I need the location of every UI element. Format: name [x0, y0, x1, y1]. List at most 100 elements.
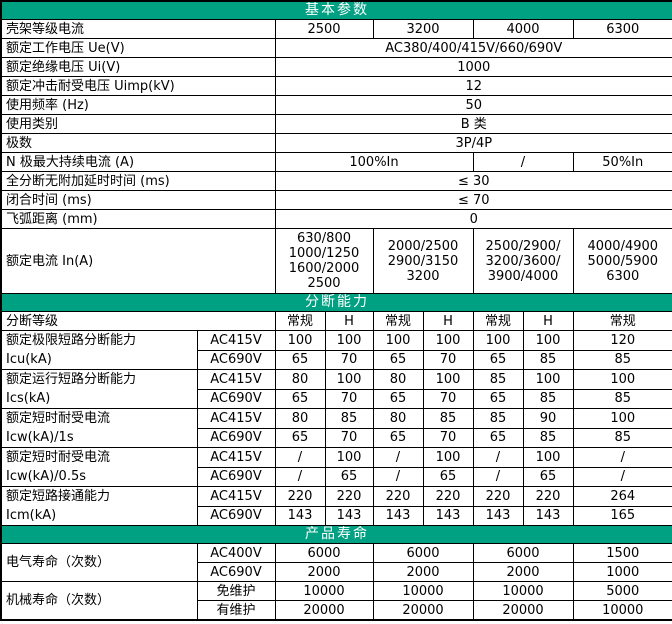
value-cell: 2000	[472, 562, 574, 582]
value-cell: 85	[522, 388, 574, 409]
value-cell: 630/800 1000/1250 1600/2000 2500	[274, 228, 374, 294]
value-cell: 10000	[472, 581, 574, 601]
table-row: 机械寿命（次数） 免维护 10000 10000 10000 5000	[0, 581, 672, 621]
table-row: 使用类别 B 类	[0, 114, 672, 134]
table-row: 额定短路接通能力 Icm(kA) AC415V 220 220 220 220 …	[0, 486, 672, 526]
value-cell: 220	[522, 486, 574, 507]
value-cell: 100	[324, 330, 374, 351]
value-cell: 65	[372, 388, 424, 409]
value-cell: 3P/4P	[274, 133, 672, 153]
value-cell: 100	[422, 330, 474, 351]
value-cell: 1000	[274, 57, 672, 77]
row-label-arc-dist: 飞弧距离 (mm)	[0, 209, 276, 229]
row-label-rated-current: 额定电流 In(A)	[0, 228, 276, 294]
value-cell: AC380/400/415V/660/690V	[274, 38, 672, 58]
row-label-usage-cat: 使用类别	[0, 114, 276, 134]
value-cell: 2000	[274, 562, 374, 582]
section-row-breaking: 分断能力	[1, 293, 672, 312]
value-cell: 220	[324, 486, 374, 507]
value-cell: 1500	[572, 543, 672, 563]
table-row: AC690V / 65 / 65 / 65 /	[1, 466, 672, 487]
value-cell: /	[472, 466, 524, 487]
value-cell: 65	[522, 466, 574, 487]
table-row: 使用频率 (Hz) 50	[0, 95, 672, 115]
grade-header-cell: H	[422, 311, 474, 331]
row-label-electrical-life: 电气寿命（次数）	[0, 543, 198, 582]
value-cell: 70	[422, 427, 474, 448]
value-cell: 100	[422, 369, 474, 390]
value-cell: 12	[274, 76, 672, 96]
value-cell: 2000/2500 2900/3150 3200	[372, 228, 474, 294]
value-cell: 20000	[372, 600, 474, 621]
row-label-icw-05s: 额定短时耐受电流 Icw(kA)/0.5s	[0, 447, 198, 487]
value-cell: 100	[572, 369, 672, 390]
value-cell: 65	[274, 388, 326, 409]
table-row: 飞弧距离 (mm) 0	[0, 209, 672, 229]
value-cell: 65	[372, 427, 424, 448]
value-cell: 65	[324, 466, 374, 487]
value-cell: /	[372, 466, 424, 487]
row-label-ui: 额定绝缘电压 Ui(V)	[0, 57, 276, 77]
value-cell: 20000	[274, 600, 374, 621]
value-cell: /	[572, 466, 672, 487]
value-cell: 65	[372, 349, 424, 370]
grade-header-cell: 常规	[472, 311, 524, 331]
section-row-life: 产品寿命	[1, 525, 672, 544]
grade-header-cell: 常规	[372, 311, 424, 331]
value-cell: 2500	[274, 19, 374, 39]
value-cell: 3200	[372, 19, 474, 39]
value-cell: 143	[372, 505, 424, 526]
value-cell: 65	[472, 427, 524, 448]
value-cell: /	[372, 447, 424, 468]
value-cell: 220	[472, 486, 524, 507]
value-cell: 4000/4900 5000/5900 6300	[572, 228, 672, 294]
value-cell: 80	[372, 369, 424, 390]
value-cell: 65	[472, 388, 524, 409]
grade-header-cell: 常规	[572, 311, 672, 331]
value-cell: ≤ 70	[274, 190, 672, 210]
row-label-ics: 额定运行短路分断能力 Ics(kA)	[0, 369, 198, 409]
sub-label-cell: 免维护	[196, 581, 276, 601]
value-cell: 20000	[472, 600, 574, 621]
row-label-break-time: 全分断无附加延时时间 (ms)	[0, 171, 276, 191]
row-label-freq: 使用频率 (Hz)	[0, 95, 276, 115]
row-label-frame-current: 壳架等级电流	[0, 19, 276, 39]
section-header-breaking: 分断能力	[1, 293, 672, 312]
row-label-grade: 分断等级	[0, 311, 276, 331]
value-cell: 220	[274, 486, 326, 507]
value-cell: 65	[472, 349, 524, 370]
sub-label-cell: 有维护	[196, 600, 276, 621]
value-cell: 85	[472, 369, 524, 390]
value-cell: 220	[372, 486, 424, 507]
table-row: 额定绝缘电压 Ui(V) 1000	[0, 57, 672, 77]
table-row: 电气寿命（次数） AC400V 6000 6000 6000 1500	[0, 543, 672, 582]
sub-label-cell: AC415V	[196, 447, 276, 468]
table-row: 额定运行短路分断能力 Ics(kA) AC415V 80 100 80 100 …	[0, 369, 672, 409]
value-cell: 143	[422, 505, 474, 526]
row-label-poles: 极数	[0, 133, 276, 153]
sub-label-cell: AC690V	[196, 349, 276, 370]
value-cell: 100	[274, 330, 326, 351]
value-cell: 100	[522, 330, 574, 351]
table-row: 额定电流 In(A) 630/800 1000/1250 1600/2000 2…	[0, 228, 672, 294]
table-row: 分断等级 常规 H 常规 H 常规 H 常规	[0, 311, 672, 331]
value-cell: /	[274, 466, 326, 487]
value-cell: 85	[572, 388, 672, 409]
sub-label-cell: AC690V	[196, 562, 276, 582]
value-cell: 70	[422, 349, 474, 370]
value-cell: 65	[274, 427, 326, 448]
value-cell: 143	[274, 505, 326, 526]
value-cell: 143	[472, 505, 524, 526]
value-cell: 5000	[572, 581, 672, 601]
table-row: AC690V 2000 2000 2000 1000	[1, 562, 672, 582]
value-cell: 1000	[572, 562, 672, 582]
row-label-icm: 额定短路接通能力 Icm(kA)	[0, 486, 198, 526]
value-cell: 70	[422, 388, 474, 409]
row-label-n-pole: N 极最大持续电流 (A)	[0, 152, 276, 172]
table-row: 额定短时耐受电流 Icw(kA)/0.5s AC415V / 100 / 100…	[0, 447, 672, 487]
value-cell: 100	[324, 447, 374, 468]
value-cell: 143	[324, 505, 374, 526]
value-cell: 100	[372, 330, 424, 351]
table-row: N 极最大持续电流 (A) 100%In / 50%In	[0, 152, 672, 172]
